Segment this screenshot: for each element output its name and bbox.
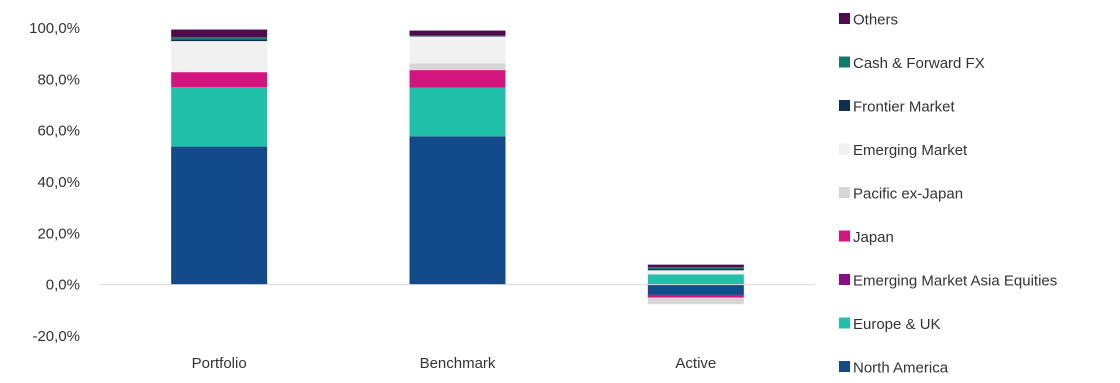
legend: Others Cash & Forward FX Frontier Market Em… [839, 12, 1057, 377]
legend-swatch [839, 143, 850, 155]
bar-segment [171, 29, 268, 38]
legend-swatch [839, 100, 850, 111]
y-tick-label: 0,0% [46, 277, 80, 294]
legend-swatch [839, 317, 850, 329]
bar-segment [647, 267, 744, 270]
bar-segment [409, 35, 506, 37]
legend-label: Frontier Market [853, 99, 956, 116]
bar-segment [647, 269, 744, 271]
y-tick-label: 20,0% [37, 225, 80, 242]
bar-segment [409, 35, 506, 37]
bar-segment [409, 136, 506, 285]
bar-segment [647, 270, 744, 275]
bar-segment [171, 146, 268, 285]
bar-segment [409, 87, 506, 137]
bar-segment [171, 37, 268, 40]
bar-segment [171, 87, 268, 147]
y-tick-label: 40,0% [37, 174, 80, 191]
legend-label: Europe & UK [853, 316, 941, 333]
bar-segment [647, 294, 744, 298]
x-tick-labels: Portfolio Benchmark Active [192, 355, 717, 372]
x-tick-label: Active [675, 355, 716, 372]
legend-swatch [839, 56, 850, 68]
bar-segment [171, 41, 268, 73]
bar-segment [409, 30, 506, 36]
bar-segment [647, 274, 744, 285]
bar-segment [171, 72, 268, 88]
bar-segment [409, 36, 506, 64]
legend-label: Emerging Market [853, 142, 968, 159]
legend-swatch [839, 230, 850, 242]
y-tick-label: 60,0% [37, 123, 80, 140]
bar-segment [409, 63, 506, 71]
legend-swatch [839, 187, 850, 198]
y-tick-label: 100,0% [29, 20, 80, 37]
y-tick-label: 80,0% [37, 71, 80, 88]
legend-swatch [839, 361, 850, 372]
legend-swatch [839, 13, 850, 24]
bar-segment [647, 264, 744, 268]
y-tick-labels: -20,0% 0,0% 20,0% 40,0% 60,0% 80,0% 100,0% [29, 20, 80, 345]
bar-segment [647, 284, 744, 295]
legend-label: North America [853, 360, 949, 377]
legend-label: Others [853, 12, 898, 29]
bar-segment [171, 39, 268, 42]
legend-swatch [839, 274, 850, 285]
legend-label: Cash & Forward FX [853, 55, 985, 72]
x-tick-label: Benchmark [420, 355, 496, 372]
bar-segment [409, 70, 506, 88]
legend-label: Emerging Market Asia Equities [853, 273, 1057, 290]
bar-segment [647, 297, 744, 305]
bars [171, 29, 744, 305]
x-tick-label: Portfolio [192, 355, 247, 372]
legend-label: Pacific ex-Japan [853, 186, 963, 203]
legend-label: Japan [853, 229, 894, 246]
y-tick-label: -20,0% [32, 328, 80, 345]
